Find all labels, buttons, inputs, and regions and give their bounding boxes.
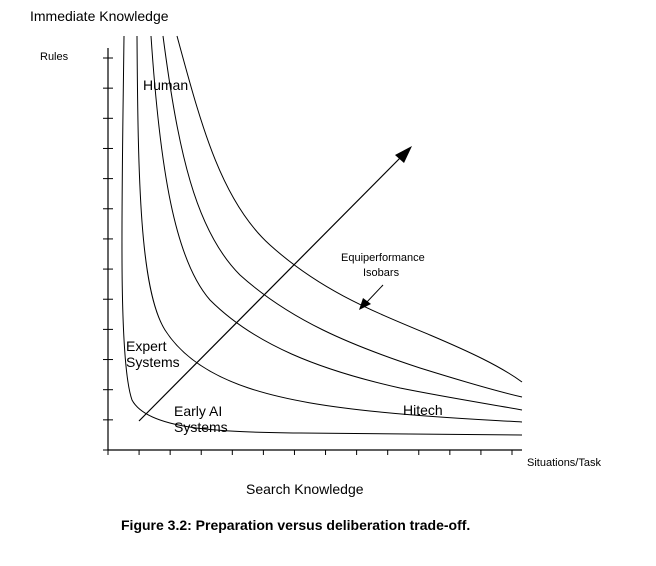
axis-ticks [103, 57, 513, 455]
label-early-line1: Early AI [174, 403, 222, 419]
label-expert-line1: Expert [126, 338, 167, 354]
isobar-5 [176, 35, 523, 383]
isobar-1 [121, 35, 523, 436]
annotation-line2: Isobars [363, 267, 400, 279]
isobar-3 [150, 35, 523, 411]
label-human: Human [143, 77, 188, 93]
y-axis-unit: Rules [40, 51, 69, 63]
label-hitech: Hitech [403, 402, 443, 418]
isobar-4 [162, 35, 523, 398]
figure-caption: Figure 3.2: Preparation versus deliberat… [121, 517, 470, 533]
x-axis-title: Search Knowledge [246, 481, 364, 497]
label-early-line2: Systems [174, 419, 228, 435]
annotation-pointer-head [359, 298, 371, 310]
annotation-line1: Equiperformance [341, 252, 425, 264]
annotation-pointer-line [365, 284, 384, 304]
y-axis-title: Immediate Knowledge [30, 8, 169, 24]
isobar-2 [136, 35, 523, 423]
tradeoff-arrow-head [395, 146, 412, 163]
x-axis-unit: Situations/Task [527, 457, 601, 469]
tradeoff-arrow-line [138, 153, 405, 422]
isobars-group [121, 35, 523, 436]
label-expert-line2: Systems [126, 354, 180, 370]
